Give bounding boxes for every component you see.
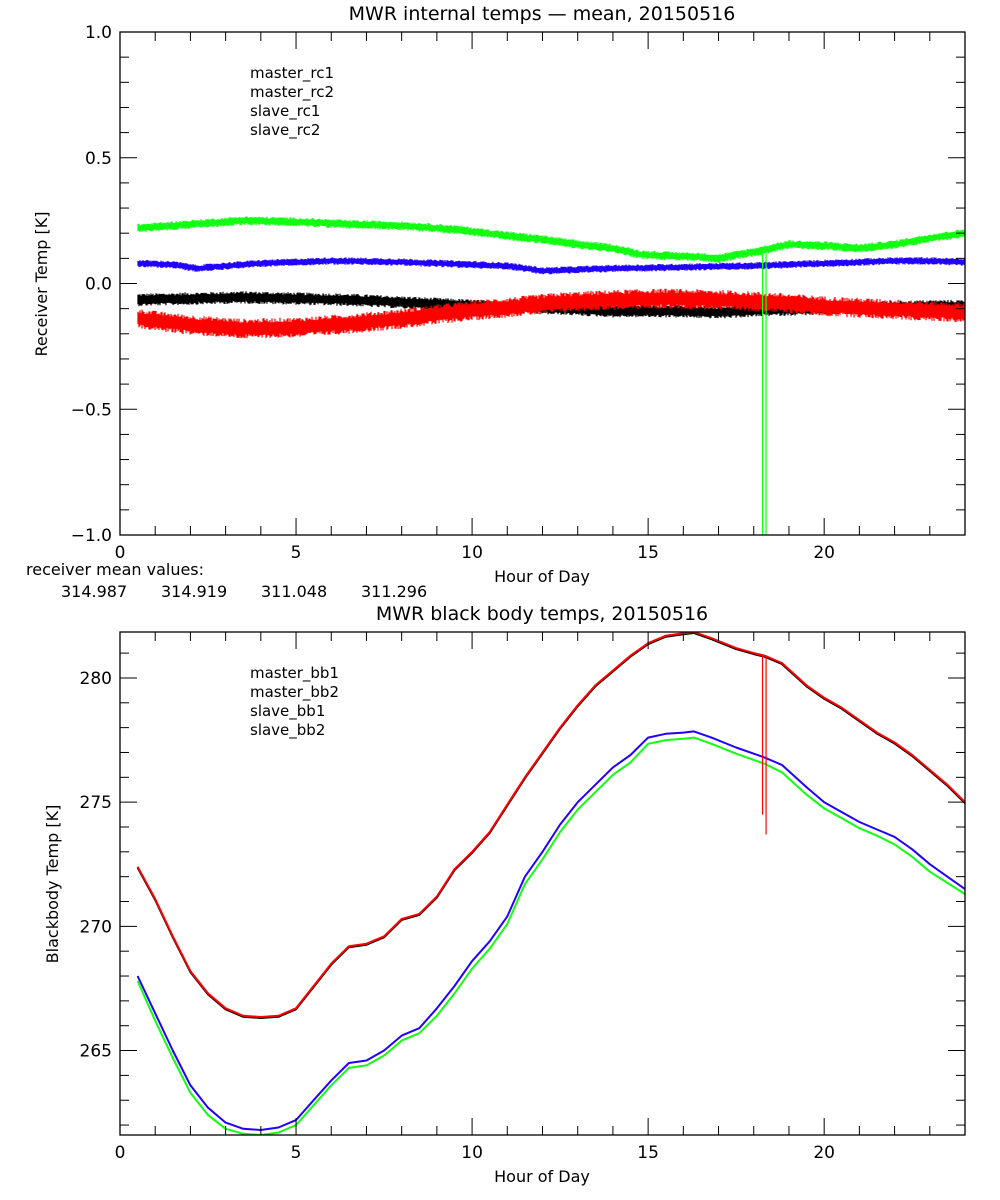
series-slave_bb1 [136, 730, 965, 1131]
legend-item: slave_bb2 [250, 721, 325, 740]
chart-title: MWR internal temps — mean, 20150516 [349, 3, 736, 25]
x-tick-label: 0 [115, 1143, 126, 1163]
x-tick-label: 10 [461, 543, 483, 563]
x-tick-label: 20 [813, 543, 835, 563]
plot-frame [119, 31, 966, 536]
y-tick-label: 270 [80, 917, 112, 937]
y-tick-label: −0.5 [71, 400, 112, 420]
series-master_rc2 [137, 288, 965, 339]
chart-title: MWR black body temps, 20150516 [376, 603, 708, 625]
x-tick-label: 20 [813, 1143, 835, 1163]
y-tick-label: 0.0 [85, 275, 112, 295]
mean-value: 311.296 [361, 582, 427, 601]
legend-item: slave_bb1 [250, 702, 325, 721]
series-master_bb2 [136, 632, 965, 1018]
axes: 0 5 10 15 20 265 270 275 280 [80, 631, 966, 1163]
receiver-temp-chart: MWR internal temps — mean, 20150516 0 5 10… [26, 3, 966, 601]
legend-item: master_rc1 [250, 64, 334, 83]
x-axis-label: Hour of Day [494, 567, 590, 586]
y-tick-label: 280 [80, 669, 112, 689]
legend: master_rc1 master_rc2 slave_rc1 slave_rc… [250, 64, 334, 140]
blackbody-temp-chart: MWR black body temps, 20150516 0 5 10 15 20 2… [43, 603, 966, 1186]
series-group [136, 632, 965, 1135]
mean-values: 314.987 314.919 311.048 311.296 [61, 582, 427, 601]
mean-value: 311.048 [261, 582, 327, 601]
mean-value: 314.987 [61, 582, 127, 601]
x-tick-label: 0 [115, 543, 126, 563]
legend-item: master_bb1 [250, 664, 339, 683]
series-slave_bb2 [136, 736, 965, 1135]
legend-item: slave_rc1 [250, 102, 320, 121]
x-tick-label: 5 [291, 543, 302, 563]
legend-item: slave_rc2 [250, 121, 320, 140]
y-tick-label: 1.0 [85, 23, 112, 43]
axes: 0 5 10 15 20 −1.0 −0.5 0.0 0.5 1.0 [71, 23, 966, 563]
mean-values-label: receiver mean values: [26, 560, 204, 579]
mean-value: 314.919 [161, 582, 227, 601]
x-axis-label: Hour of Day [494, 1167, 590, 1186]
y-tick-label: 275 [80, 793, 112, 813]
x-tick-label: 15 [637, 1143, 659, 1163]
series-group [137, 216, 965, 535]
legend-item: master_rc2 [250, 83, 334, 102]
y-tick-label: 265 [80, 1042, 112, 1062]
x-tick-label: 10 [461, 1143, 483, 1163]
series-slave_rc1 [137, 257, 965, 275]
y-tick-label: −1.0 [71, 526, 112, 546]
y-tick-label: 0.5 [85, 149, 112, 169]
series-slave_rc2 [137, 216, 965, 263]
y-axis-label: Blackbody Temp [K] [43, 805, 62, 964]
y-axis-label: Receiver Temp [K] [32, 211, 51, 356]
legend-item: master_bb2 [250, 683, 339, 702]
x-tick-label: 5 [291, 1143, 302, 1163]
x-tick-label: 15 [637, 543, 659, 563]
legend: master_bb1 master_bb2 slave_bb1 slave_bb… [250, 664, 339, 740]
